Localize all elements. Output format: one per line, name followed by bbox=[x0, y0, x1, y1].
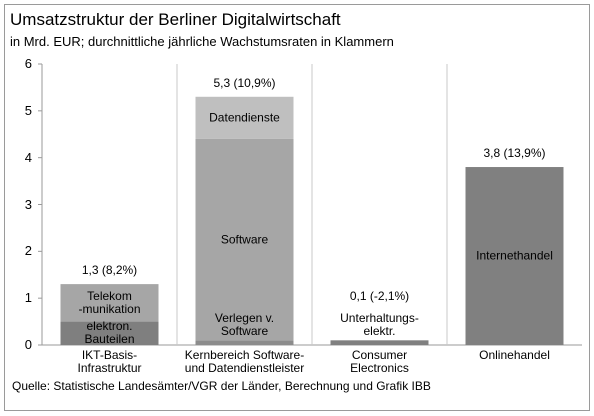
total-label: 0,1 (-2,1%) bbox=[349, 289, 410, 304]
total-label: 3,8 (13,9%) bbox=[483, 146, 546, 161]
segment-label: Datendienste bbox=[209, 110, 280, 125]
y-tick-label: 3 bbox=[24, 196, 32, 212]
bar-segment bbox=[60, 321, 159, 345]
segment-label: Software bbox=[220, 232, 269, 247]
y-tick-label: 0 bbox=[24, 337, 32, 352]
bar-segment bbox=[195, 138, 294, 341]
y-tick-label: 4 bbox=[24, 149, 32, 165]
x-tick-label: IKT-Basis- Infrastruktur bbox=[77, 348, 142, 375]
chart-subtitle: in Mrd. EUR; durchnittliche jährliche Wa… bbox=[10, 34, 394, 49]
y-tick-label: 6 bbox=[24, 56, 32, 71]
segment-label: Unterhaltungs- elektr. bbox=[340, 311, 419, 339]
source: Quelle: Statistische Landesämter/VGR der… bbox=[12, 379, 431, 393]
segment-label: elektron. Bauteilen bbox=[84, 319, 135, 347]
y-tick-label: 5 bbox=[24, 102, 32, 118]
total-label: 5,3 (10,9%) bbox=[213, 75, 276, 90]
total-label: 1,3 (8,2%) bbox=[81, 263, 138, 278]
bar-segment bbox=[465, 167, 564, 345]
bar-segment bbox=[330, 340, 429, 345]
bar-segment bbox=[195, 340, 294, 345]
x-tick-label: Onlinehandel bbox=[479, 348, 550, 362]
frame bbox=[4, 4, 590, 411]
chart-title: Umsatzstruktur der Berliner Digitalwirts… bbox=[10, 10, 341, 29]
y-tick-label: 2 bbox=[24, 243, 32, 259]
segment-label: Telekom -munikation bbox=[78, 288, 141, 316]
segment-label: Verlegen v. Software bbox=[214, 311, 275, 339]
segment-label: Internethandel bbox=[476, 248, 553, 263]
y-tick-label: 1 bbox=[24, 290, 32, 306]
x-tick-label: Consumer Electronics bbox=[350, 348, 409, 375]
bar-segment bbox=[60, 284, 159, 322]
bar-segment bbox=[195, 96, 294, 139]
x-tick-label: Kernbereich Software- und Datendienstlei… bbox=[184, 348, 305, 375]
